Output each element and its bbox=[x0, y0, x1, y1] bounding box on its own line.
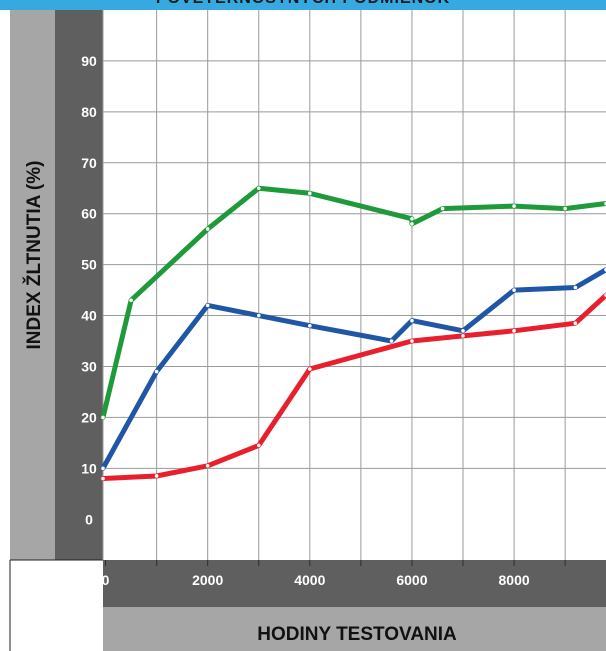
series-point-2 bbox=[308, 323, 312, 328]
series-point-1 bbox=[205, 227, 210, 231]
x-axis-title: HODINY TESTOVANIA bbox=[257, 624, 457, 645]
series-point-1 bbox=[101, 415, 105, 420]
y-axis-title: INDEX ŽLTNUTIA (%) bbox=[23, 161, 45, 350]
x-tick-label: 0 bbox=[102, 572, 110, 588]
y-tick-label: 30 bbox=[81, 358, 97, 374]
grid bbox=[102, 10, 606, 560]
series-point-2 bbox=[256, 313, 261, 318]
y-tick-label: 80 bbox=[81, 104, 97, 120]
series-point-1 bbox=[563, 206, 567, 211]
x-title-band bbox=[103, 607, 606, 651]
series-point-2 bbox=[461, 329, 465, 333]
series-point-1 bbox=[440, 206, 445, 211]
series-point-1 bbox=[308, 191, 312, 196]
x-tick-labels: 0 2000 4000 6000 8000 bbox=[102, 572, 530, 588]
series-point-3 bbox=[410, 339, 414, 343]
x-tick-label: 6000 bbox=[396, 572, 427, 588]
series-point-2 bbox=[512, 288, 516, 292]
y-title-band bbox=[10, 10, 55, 560]
y-tick-label: 0 bbox=[85, 511, 93, 527]
x-tick-label: 2000 bbox=[192, 572, 223, 588]
series-point-2 bbox=[410, 318, 414, 323]
y-tick-label: 60 bbox=[81, 206, 97, 222]
x-minor-ticks bbox=[105, 560, 566, 566]
x-tick-band bbox=[103, 560, 606, 607]
y-tick-label: 50 bbox=[81, 257, 97, 273]
series-line-2 bbox=[100, 267, 606, 471]
y-tick-label: 40 bbox=[81, 308, 97, 324]
series-point-1 bbox=[129, 298, 133, 303]
series-point-3 bbox=[256, 443, 261, 448]
series-point-2 bbox=[389, 339, 394, 343]
series-layer bbox=[100, 185, 606, 481]
series-line-1 bbox=[100, 185, 606, 420]
series-point-3 bbox=[101, 476, 105, 481]
series-point-2 bbox=[573, 285, 578, 290]
series-point-1 bbox=[410, 216, 414, 221]
series-point-1 bbox=[256, 186, 261, 191]
y-tick-label: 20 bbox=[81, 409, 97, 425]
banner-title: POVETERNOSTNÝCH PODMIENOK bbox=[0, 0, 606, 8]
series-point-2 bbox=[101, 466, 105, 471]
series-point-1 bbox=[410, 222, 414, 226]
y-tick-label: 70 bbox=[81, 155, 97, 171]
x-tick-label: 8000 bbox=[499, 572, 530, 588]
y-tick-band bbox=[55, 10, 103, 560]
series-point-3 bbox=[461, 334, 465, 338]
y-tick-label: 90 bbox=[81, 53, 97, 69]
series-point-3 bbox=[205, 463, 210, 468]
y-tick-labels: 0 10 20 30 40 50 60 70 80 90 bbox=[81, 53, 97, 527]
series-point-2 bbox=[205, 303, 210, 308]
x-tick-label: 4000 bbox=[294, 572, 325, 588]
series-point-3 bbox=[154, 474, 159, 478]
chart-banner: POVETERNOSTNÝCH PODMIENOK bbox=[0, 0, 606, 10]
y-tick-label: 10 bbox=[81, 460, 97, 476]
series-line-3 bbox=[100, 292, 606, 481]
series-point-3 bbox=[308, 367, 312, 371]
series-point-1 bbox=[512, 204, 516, 208]
series-point-3 bbox=[512, 329, 516, 333]
series-point-2 bbox=[154, 369, 159, 374]
series-point-3 bbox=[573, 321, 578, 325]
